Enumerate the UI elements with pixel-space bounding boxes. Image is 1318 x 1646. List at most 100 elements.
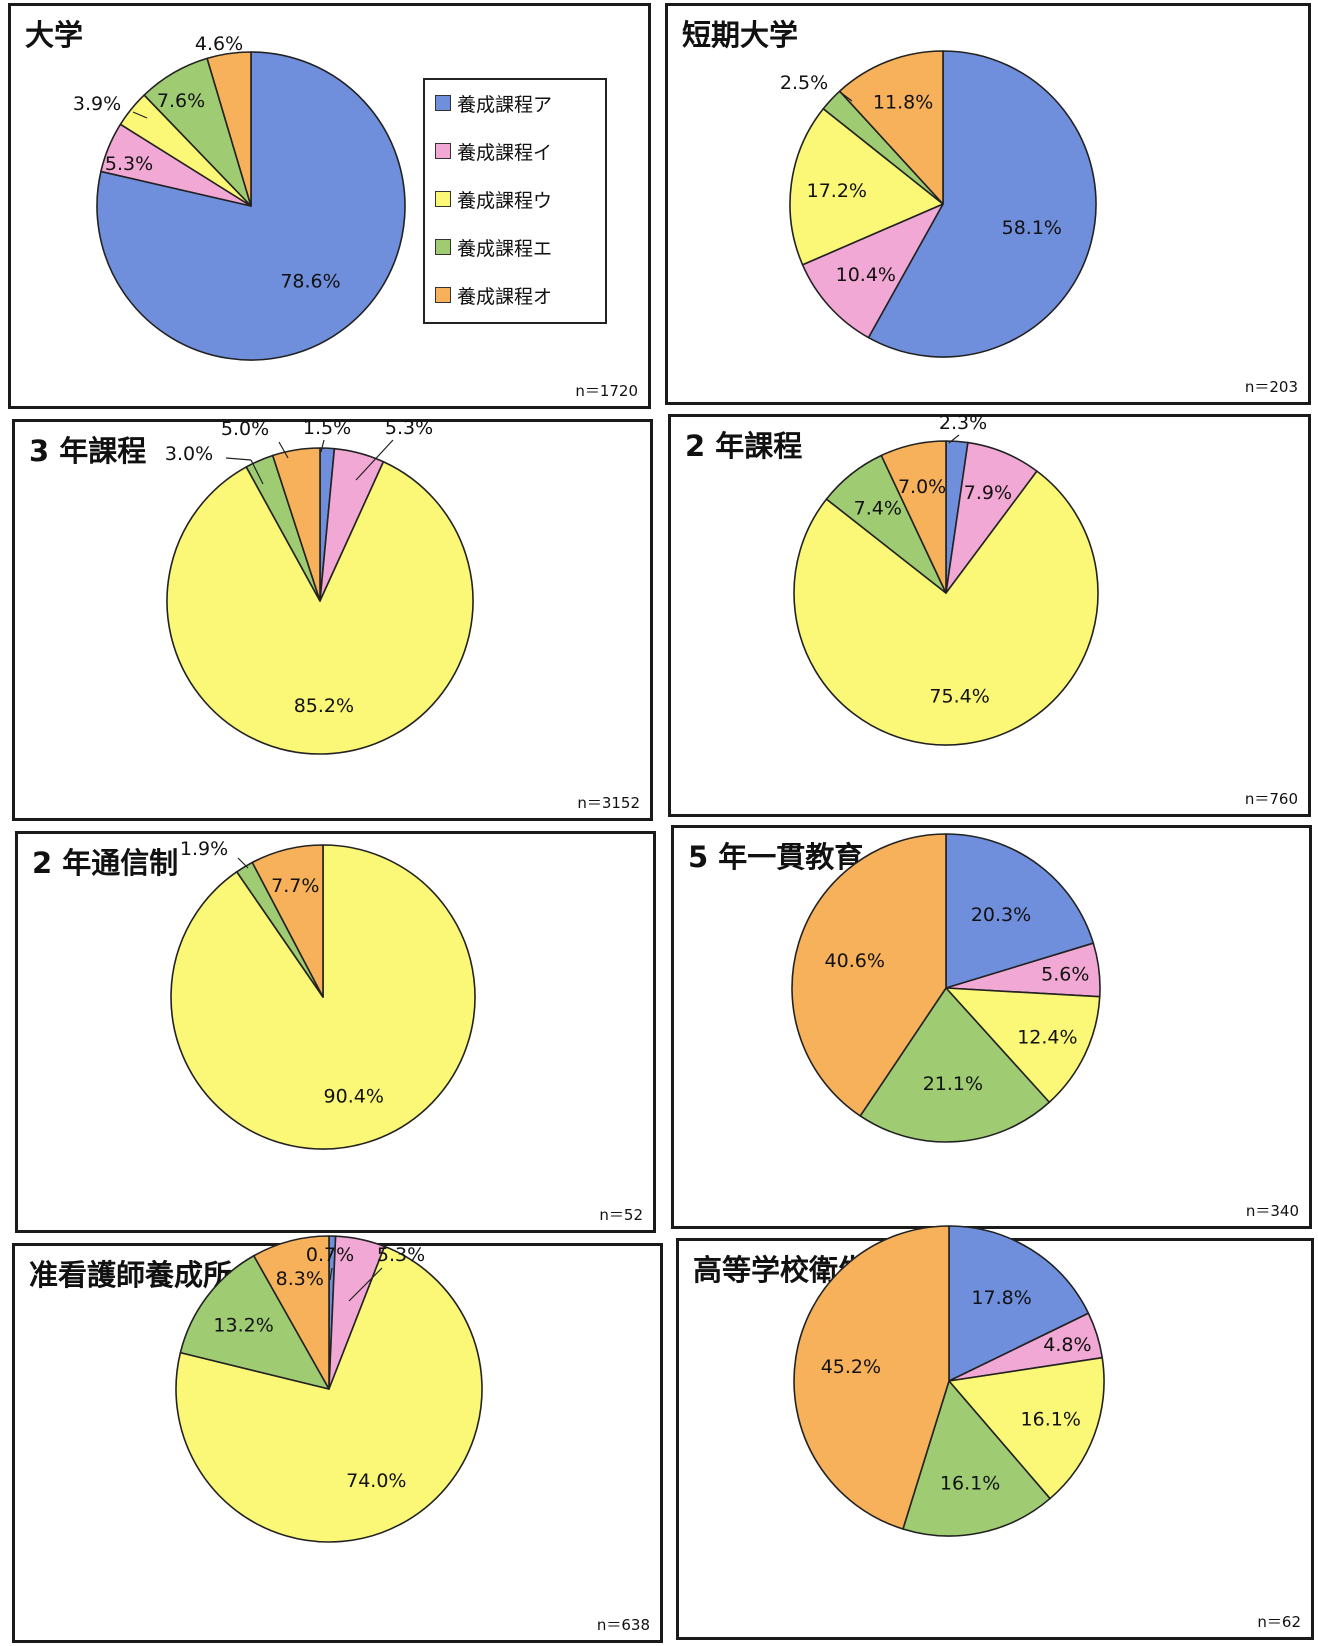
sample-size: n＝3152 xyxy=(577,794,640,812)
slice-label: 16.1% xyxy=(1021,1409,1081,1431)
pie-slice xyxy=(793,470,1099,746)
pie-slice xyxy=(948,1356,1105,1500)
sample-size: n＝340 xyxy=(1245,1202,1299,1220)
sample-size: n＝760 xyxy=(1244,790,1298,808)
chart-panel-koutou-gakkou: 高等学校衛生看護科 17.8% 4.8% 16.1% 16.1% 45.2% n＝62 xyxy=(676,1225,1314,1640)
slice-label: 16.1% xyxy=(940,1473,1000,1495)
chart-title: 2 年通信制 xyxy=(32,846,179,880)
pie-slice xyxy=(945,833,1095,989)
sample-size: n＝638 xyxy=(596,1616,650,1634)
pie-chart: 78.6% 5.3% 3.9% 7.6% 4.6% xyxy=(73,33,406,361)
pie-slice xyxy=(791,833,947,1117)
slice-label: 10.4% xyxy=(836,264,896,286)
slice-label: 1.5% xyxy=(303,417,351,439)
chart-panel-junkangoshi: 准看護師養成所 0.7% 5.3% 74.0% 13.2% 8.3% n＝638 xyxy=(12,1235,663,1643)
leader-line xyxy=(329,1267,333,1281)
pie-slices xyxy=(791,833,1101,1143)
leader-line xyxy=(278,441,289,459)
chart-panel-2nen-katei: 2 年課程 2.3% 7.9% 75.4% 7.4% 7.0% n＝760 xyxy=(668,412,1311,817)
chart-title: 短期大学 xyxy=(682,18,799,52)
pie-slice xyxy=(838,50,944,205)
slice-label: 7.6% xyxy=(157,90,205,112)
slice-label: 7.9% xyxy=(964,482,1012,504)
chart-title: 2 年課程 xyxy=(685,429,803,463)
legend-item: 養成課程オ xyxy=(435,282,552,308)
chart-panel-daigaku: 大学 78.6% 5.3% 3.9% 7.6% 4.6% 養成課程ア 養成課程イ 養成課… xyxy=(8,3,651,409)
slice-label: 0.7% xyxy=(306,1244,354,1266)
pie-chart: 0.7% 5.3% 74.0% 13.2% 8.3% xyxy=(175,1235,483,1543)
slice-label: 4.6% xyxy=(195,33,243,55)
sample-size: n＝1720 xyxy=(575,382,638,400)
chart-title: 大学 xyxy=(25,18,84,52)
chart-panel-2nen-tsushinsei: 2 年通信制 90.4% 1.9% 7.7% n＝52 xyxy=(15,831,656,1233)
leader-line xyxy=(225,457,252,461)
pie-slices xyxy=(170,844,476,1150)
slice-label: 5.3% xyxy=(385,417,433,439)
sample-size: n＝62 xyxy=(1257,1613,1301,1631)
slice-label: 11.8% xyxy=(873,91,933,113)
chart-panel-3nen-katei: 3 年課程 1.5% 5.3% 85.2% 3.0% 5.0% n＝3152 xyxy=(12,417,653,821)
pie-slice xyxy=(253,1235,330,1390)
slice-label: 7.0% xyxy=(898,476,946,498)
legend-label: 養成課程ウ xyxy=(457,189,553,212)
slice-label: 90.4% xyxy=(324,1086,384,1108)
slice-label: 17.8% xyxy=(971,1287,1031,1309)
legend-label: 養成課程エ xyxy=(457,237,553,260)
slice-label: 2.5% xyxy=(780,72,828,94)
leader-line xyxy=(132,111,148,119)
pie-slice xyxy=(945,987,1101,1104)
slice-label: 75.4% xyxy=(929,686,989,708)
slice-label: 8.3% xyxy=(276,1268,324,1290)
slice-label: 58.1% xyxy=(1002,217,1062,239)
slice-label: 5.3% xyxy=(105,153,153,175)
pie-slice xyxy=(801,203,944,339)
leader-line xyxy=(355,439,394,481)
pie-slices xyxy=(166,447,474,755)
pie-slice xyxy=(206,51,252,207)
pie-chart: 58.1% 10.4% 17.2% 2.5% 11.8% xyxy=(780,50,1097,358)
legend-label: 養成課程オ xyxy=(457,285,553,308)
legend-swatch xyxy=(435,191,451,207)
leader-line xyxy=(948,434,960,444)
pie-chart: 20.3% 5.6% 12.4% 21.1% 40.6% xyxy=(791,833,1101,1143)
leader-line xyxy=(348,1267,383,1302)
leader-line xyxy=(250,459,264,485)
pie-slice xyxy=(179,1254,330,1390)
pie-slices xyxy=(789,50,1097,358)
pie-slice xyxy=(251,844,324,998)
pie-slice xyxy=(902,1380,1051,1537)
slice-label: 12.4% xyxy=(1017,1027,1077,1049)
legend-swatch xyxy=(435,287,451,303)
legend-swatch xyxy=(435,239,451,255)
slice-label: 85.2% xyxy=(294,695,354,717)
pie-slice xyxy=(793,1225,950,1530)
pie-slice xyxy=(880,440,947,594)
slice-label: 5.0% xyxy=(221,418,269,440)
legend-swatch xyxy=(435,143,451,159)
pie-slice xyxy=(867,50,1097,358)
pie-slices xyxy=(793,440,1099,746)
slice-label: 1.9% xyxy=(180,838,228,860)
slice-label: 3.9% xyxy=(73,93,121,115)
legend-label: 養成課程イ xyxy=(457,141,553,164)
pie-slice xyxy=(175,1245,483,1543)
slice-label: 17.2% xyxy=(807,180,867,202)
slice-label: 4.8% xyxy=(1043,1334,1091,1356)
sample-size: n＝203 xyxy=(1244,378,1298,396)
slice-label: 7.7% xyxy=(271,875,319,897)
leader-line xyxy=(320,439,325,453)
pie-chart: 1.5% 5.3% 85.2% 3.0% 5.0% xyxy=(165,417,474,755)
slice-label: 21.1% xyxy=(923,1073,983,1095)
slice-label: 5.6% xyxy=(1041,964,1089,986)
slice-label: 40.6% xyxy=(825,950,885,972)
slice-label: 45.2% xyxy=(821,1356,881,1378)
legend-item: 養成課程ウ xyxy=(435,186,552,212)
pie-slice xyxy=(166,460,474,755)
pie-slices xyxy=(793,1225,1105,1537)
legend-label: 養成課程ア xyxy=(457,93,553,116)
chart-title: 3 年課程 xyxy=(29,434,147,468)
slice-label: 20.3% xyxy=(971,904,1031,926)
pie-slice xyxy=(789,107,944,266)
leader-line xyxy=(237,857,249,869)
pie-slice xyxy=(948,1225,1090,1382)
